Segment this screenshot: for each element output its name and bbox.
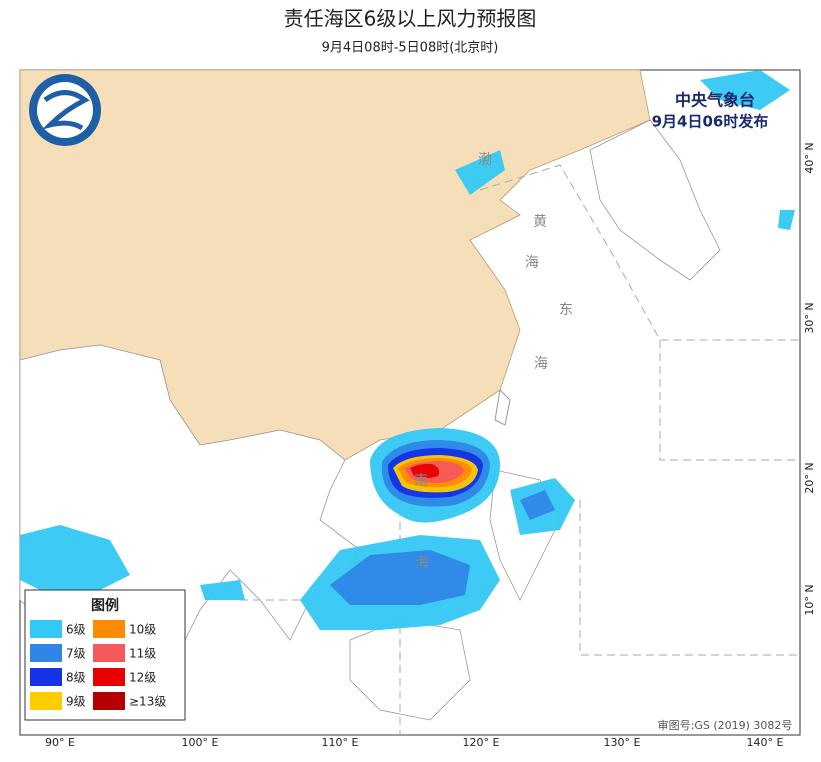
wind-area bbox=[410, 463, 440, 478]
legend-swatch bbox=[93, 668, 125, 686]
wind-area bbox=[455, 150, 505, 195]
legend-label: 8级 bbox=[66, 671, 86, 685]
legend-swatch bbox=[93, 692, 125, 710]
wind-area bbox=[330, 550, 470, 605]
legend: 图例 6级 7级 8级 9级 10级 11级 12级 ≥13级 bbox=[24, 589, 186, 721]
korea-japan-land bbox=[589, 119, 721, 281]
legend-swatch bbox=[30, 644, 62, 662]
legend-label: 11级 bbox=[129, 647, 156, 661]
sea-label: 南 bbox=[414, 473, 428, 489]
logo bbox=[29, 74, 101, 146]
sea-label: 黄 bbox=[533, 213, 547, 230]
legend-title: 图例 bbox=[91, 597, 119, 614]
latitude-label: 40° N bbox=[803, 142, 816, 173]
legend-swatch bbox=[30, 668, 62, 686]
sea-label: 海 bbox=[525, 255, 539, 271]
legend-label: 6级 bbox=[66, 623, 86, 637]
legend-label: 10级 bbox=[129, 623, 156, 637]
legend-swatch bbox=[30, 620, 62, 638]
legend-swatch bbox=[30, 692, 62, 710]
sea-label: 渤 bbox=[478, 152, 492, 168]
longitude-label: 110° E bbox=[322, 736, 359, 749]
map-number: 审图号:GS (2019) 3082号 bbox=[658, 718, 793, 732]
sea-label: 海 bbox=[534, 356, 548, 372]
wind-areas bbox=[20, 70, 795, 630]
legend-label: 7级 bbox=[66, 647, 86, 661]
issue-time: 9月4日06时发布 bbox=[652, 113, 769, 131]
wind-area bbox=[20, 525, 130, 590]
latitude-label: 10° N bbox=[803, 584, 816, 615]
longitude-label: 120° E bbox=[463, 736, 500, 749]
title: 责任海区6级以上风力预报图 bbox=[284, 7, 537, 31]
wind-area bbox=[520, 490, 555, 520]
sea-label: 海 bbox=[415, 555, 429, 571]
latitude-label: 20° N bbox=[803, 462, 816, 493]
latitude-label: 30° N bbox=[803, 302, 816, 333]
legend-label: 9级 bbox=[66, 695, 86, 709]
legend-label: 12级 bbox=[129, 671, 156, 685]
longitude-label: 100° E bbox=[182, 736, 219, 749]
wind-area bbox=[778, 210, 795, 230]
wind-area bbox=[700, 70, 790, 110]
subtitle: 9月4日08时-5日08时(北京时) bbox=[322, 41, 499, 56]
longitude-label: 130° E bbox=[604, 736, 641, 749]
axis-labels: 90° E 100° E 110° E 120° E 130° E 140° E 40° N… bbox=[45, 142, 816, 749]
sea-label: 东 bbox=[559, 302, 573, 318]
taiwan bbox=[494, 388, 511, 426]
legend-swatch bbox=[93, 620, 125, 638]
longitude-label: 140° E bbox=[747, 736, 784, 749]
legend-label: ≥13级 bbox=[129, 695, 166, 709]
longitude-label: 90° E bbox=[45, 736, 75, 749]
agency: 中央气象台 bbox=[675, 91, 755, 110]
wind-area bbox=[200, 580, 245, 600]
legend-swatch bbox=[93, 644, 125, 662]
